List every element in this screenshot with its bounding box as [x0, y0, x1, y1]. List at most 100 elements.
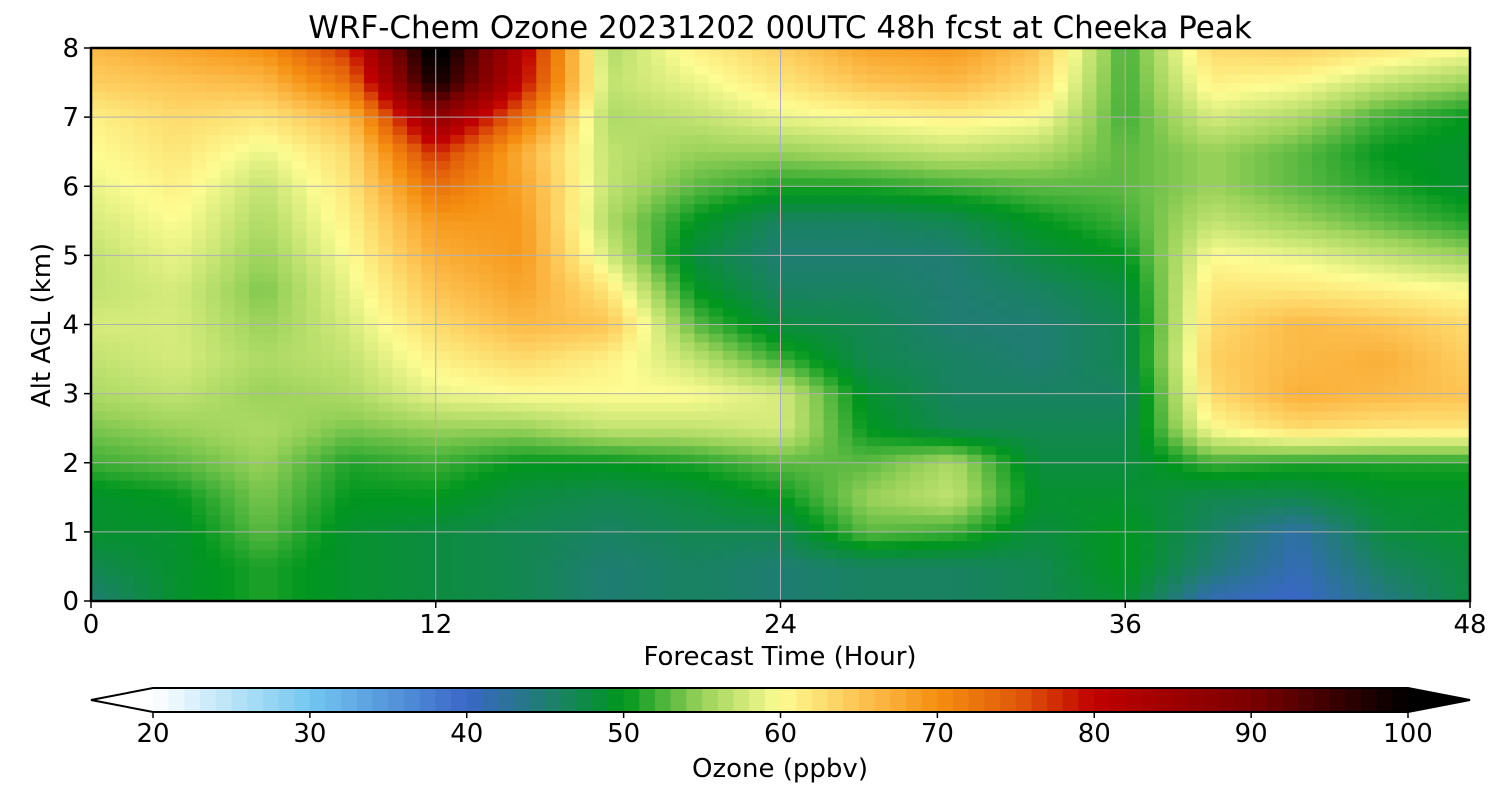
heatmap-cell	[1225, 367, 1241, 377]
heatmap-cell	[766, 367, 782, 377]
heatmap-cell	[478, 531, 494, 542]
heatmap-cell	[952, 575, 968, 585]
heatmap-cell	[651, 177, 667, 187]
heatmap-cell	[536, 445, 552, 455]
heatmap-cell	[421, 462, 437, 472]
heatmap-cell	[320, 220, 336, 231]
heatmap-cell	[837, 315, 853, 326]
heatmap-cell	[1455, 531, 1470, 542]
heatmap-cell	[349, 324, 365, 334]
heatmap-cell	[91, 445, 106, 455]
heatmap-cell	[220, 212, 236, 222]
heatmap-cell	[794, 168, 810, 179]
heatmap-cell	[1254, 151, 1270, 161]
heatmap-cell	[1398, 238, 1414, 248]
heatmap-cell	[1053, 462, 1069, 472]
heatmap-cell	[134, 203, 150, 213]
heatmap-cell	[349, 246, 365, 256]
heatmap-cell	[263, 359, 279, 369]
heatmap-cell	[493, 454, 509, 464]
heatmap-cell	[1039, 531, 1055, 542]
heatmap-cell	[651, 505, 667, 516]
heatmap-cell	[1383, 255, 1399, 265]
heatmap-cell	[1053, 523, 1069, 533]
heatmap-cell	[205, 272, 221, 282]
heatmap-cell	[1455, 246, 1470, 256]
heatmap-cell	[1225, 462, 1241, 472]
heatmap-cell	[493, 497, 509, 507]
heatmap-cell	[464, 341, 480, 352]
heatmap-cell	[1039, 497, 1055, 507]
heatmap-cell	[536, 238, 552, 248]
heatmap-cell	[363, 177, 379, 187]
heatmap-cell	[421, 272, 437, 282]
heatmap-cell	[1010, 592, 1026, 601]
heatmap-cell	[205, 255, 221, 265]
heatmap-cell	[579, 488, 595, 498]
heatmap-cell	[694, 186, 710, 196]
heatmap-cell	[277, 410, 293, 421]
heatmap-cell	[335, 194, 351, 205]
heatmap-cell	[1254, 315, 1270, 326]
heatmap-cell	[550, 289, 566, 300]
heatmap-cell	[909, 289, 925, 300]
heatmap-cell	[478, 264, 494, 274]
heatmap-cell	[938, 445, 954, 455]
heatmap-cell	[995, 307, 1011, 317]
heatmap-cell	[450, 445, 466, 455]
heatmap-cell	[1297, 367, 1313, 377]
heatmap-cell	[1398, 497, 1414, 507]
heatmap-cell	[708, 454, 724, 464]
heatmap-cell	[220, 514, 236, 524]
heatmap-cell	[378, 575, 394, 585]
heatmap-cell	[91, 384, 106, 395]
heatmap-cell	[679, 497, 695, 507]
heatmap-cell	[91, 212, 106, 222]
heatmap-cell	[234, 194, 250, 205]
heatmap-cell	[1197, 359, 1213, 369]
heatmap-cell	[1153, 307, 1169, 317]
heatmap-cell	[148, 264, 164, 274]
heatmap-cell	[1311, 324, 1327, 334]
heatmap-cell	[1254, 471, 1270, 481]
heatmap-cell	[1369, 298, 1385, 308]
heatmap-cell	[521, 480, 537, 490]
heatmap-cell	[1441, 445, 1457, 455]
heatmap-cell	[636, 514, 652, 524]
heatmap-cell	[464, 523, 480, 533]
heatmap-cell	[464, 238, 480, 248]
heatmap-cell	[1125, 428, 1141, 438]
heatmap-cell	[723, 238, 738, 248]
heatmap-cell	[1297, 220, 1313, 231]
heatmap-cell	[134, 307, 150, 317]
heatmap-cell	[1096, 177, 1112, 187]
heatmap-cell	[938, 488, 954, 498]
heatmap-cell	[723, 531, 738, 542]
heatmap-cell	[1283, 523, 1299, 533]
heatmap-cell	[938, 514, 954, 524]
heatmap-cell	[421, 402, 437, 412]
heatmap-cell	[177, 471, 193, 481]
heatmap-cell	[249, 272, 264, 282]
heatmap-cell	[421, 315, 437, 326]
heatmap-cell	[91, 298, 106, 308]
heatmap-cell	[1283, 393, 1299, 403]
heatmap-cell	[967, 177, 983, 187]
heatmap-cell	[507, 168, 523, 179]
heatmap-cell	[1067, 376, 1083, 386]
heatmap-cell	[148, 324, 164, 334]
heatmap-cell	[708, 410, 724, 421]
heatmap-cell	[1383, 307, 1399, 317]
heatmap-cell	[191, 514, 207, 524]
heatmap-cell	[306, 160, 322, 170]
heatmap-cell	[938, 246, 954, 256]
heatmap-cell	[1053, 557, 1069, 568]
heatmap-cell	[220, 402, 236, 412]
heatmap-cell	[1355, 428, 1371, 438]
heatmap-cell	[1153, 289, 1169, 300]
heatmap-cell	[1039, 255, 1055, 265]
heatmap-cell	[1139, 315, 1155, 326]
heatmap-cell	[1082, 246, 1098, 256]
heatmap-cell	[392, 497, 408, 507]
heatmap-cell	[952, 471, 968, 481]
